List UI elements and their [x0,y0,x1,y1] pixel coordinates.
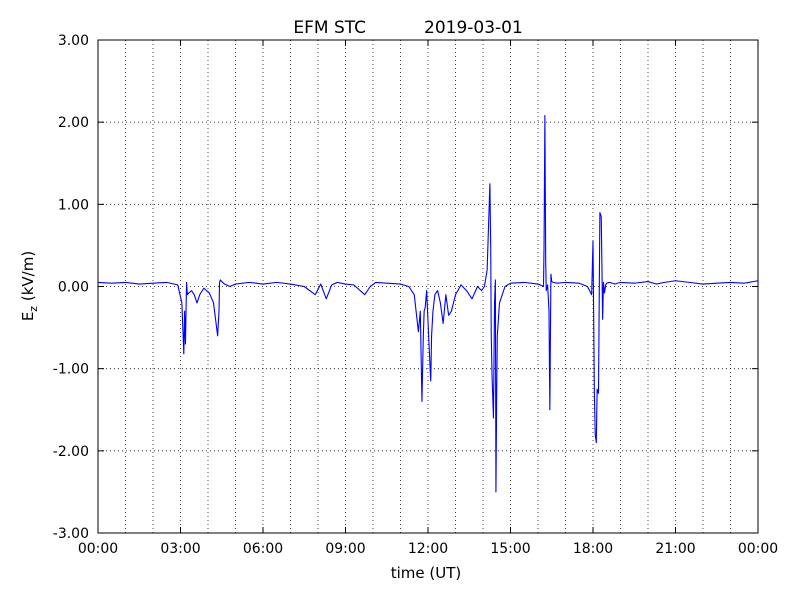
series-line [97,115,759,493]
series-layer [97,115,759,493]
x-axis-label: time (UT) [391,564,462,582]
x-tick-label: 09:00 [325,541,365,557]
x-tick-label: 00:00 [78,541,118,557]
y-axis-label-main: E [19,312,37,321]
y-tick-label: 3.00 [58,33,89,49]
ticks-layer [97,39,759,534]
y-tick-label: -1.00 [53,362,89,378]
chart-title: EFM STC [293,18,366,38]
x-tick-label: 06:00 [243,541,283,557]
plot-frame [97,39,759,534]
y-tick-label: 0.00 [58,280,89,296]
y-axis-label-sub: z [27,306,40,312]
y-tick-label: -3.00 [53,526,89,542]
x-tick-label: 03:00 [160,541,200,557]
x-tick-label: 12:00 [408,541,448,557]
x-tick-label: 00:00 [738,541,778,557]
grid-layer [98,40,758,533]
y-tick-labels: 3.00 2.00 1.00 0.00 -1.00 -2.00 -3.00 [53,33,89,542]
y-tick-label: 1.00 [58,197,89,213]
y-axis-label-unit: (kV/m) [19,251,37,306]
x-tick-label: 21:00 [655,541,695,557]
y-axis-label: Ez (kV/m) [19,251,40,321]
x-tick-labels: 00:00 03:00 06:00 09:00 12:00 15:00 18:00 21:00… [78,541,778,557]
x-tick-label: 18:00 [573,541,613,557]
chart-date: 2019-03-01 [424,18,523,38]
y-tick-label: 2.00 [58,115,89,131]
x-tick-label: 15:00 [490,541,530,557]
y-tick-label: -2.00 [53,444,89,460]
